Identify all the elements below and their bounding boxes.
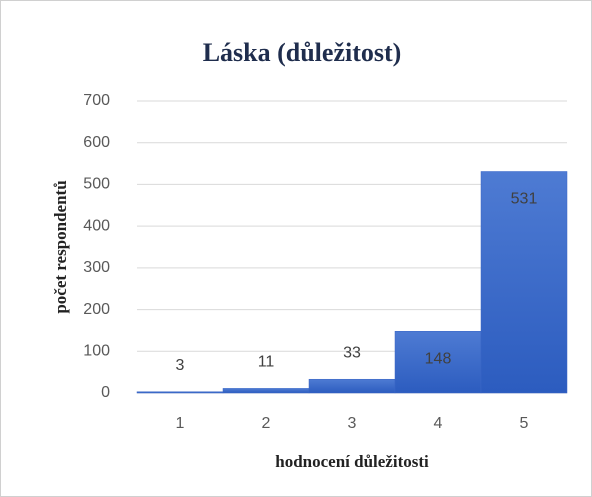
data-label: 33 xyxy=(343,344,361,361)
y-tick-label: 0 xyxy=(101,384,110,401)
bar xyxy=(136,391,224,394)
x-tick-label: 2 xyxy=(262,415,271,432)
data-label: 148 xyxy=(425,350,452,367)
y-tick-label: 500 xyxy=(83,176,110,193)
y-tick-label: 700 xyxy=(83,92,110,109)
chart-title: Láska (důležitost) xyxy=(203,38,402,67)
data-label: 11 xyxy=(258,354,275,371)
x-tick-label: 4 xyxy=(434,415,443,432)
bar xyxy=(480,171,568,394)
y-tick-label: 400 xyxy=(83,217,110,234)
data-label: 3 xyxy=(176,357,185,374)
x-tick-label: 3 xyxy=(348,415,357,432)
y-tick-label: 600 xyxy=(83,134,110,151)
data-label: 531 xyxy=(511,191,538,208)
x-tick-label: 1 xyxy=(176,415,185,432)
bar xyxy=(308,378,396,394)
x-tick-label: 5 xyxy=(520,415,529,432)
x-axis-label: hodnocení důležitosti xyxy=(275,452,429,471)
y-axis-label: počet respondentů xyxy=(51,180,70,313)
y-tick-label: 300 xyxy=(83,259,110,276)
y-tick-label: 200 xyxy=(83,301,110,318)
bar xyxy=(222,388,310,394)
bar xyxy=(394,331,482,394)
y-tick-label: 100 xyxy=(83,343,110,360)
